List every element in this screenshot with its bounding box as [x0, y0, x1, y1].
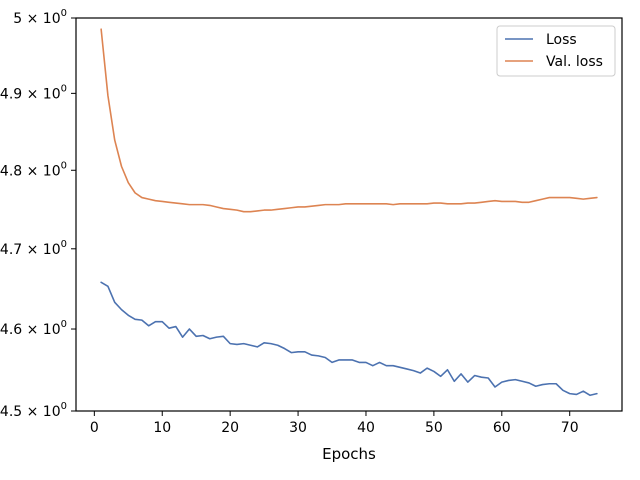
- legend-label-loss: Loss: [546, 32, 577, 48]
- y-axis-ticks: 4.5 × 100 4.6 × 100 4.7 × 100 4.8 × 100 4.9 …: [0, 8, 76, 420]
- x-tick-label: 70: [561, 420, 579, 436]
- x-tick-label: 30: [289, 420, 307, 436]
- y-tick-label: 4.5 × 100: [0, 401, 67, 420]
- legend: Loss Val. loss: [496, 25, 616, 77]
- series-line-val-loss: [100, 28, 598, 213]
- x-tick-label: 50: [425, 420, 443, 436]
- y-tick-label: 4.9 × 100: [0, 83, 67, 102]
- x-tick-label: 20: [221, 420, 239, 436]
- plot-area: [100, 28, 598, 397]
- x-tick-label: 10: [153, 420, 171, 436]
- x-axis-label: Epochs: [322, 445, 376, 463]
- axes-frame: [75, 17, 623, 412]
- y-tick-label: 4.6 × 100: [0, 319, 67, 338]
- y-tick-label: 4.7 × 100: [0, 239, 67, 258]
- x-axis-ticks: 0 10 20 30 40 50 60 70: [90, 411, 579, 436]
- series-line-loss: [100, 281, 598, 397]
- x-tick-label: 0: [90, 420, 99, 436]
- y-tick-label: 5 × 100: [13, 8, 67, 27]
- x-tick-label: 40: [357, 420, 375, 436]
- y-tick-label: 4.8 × 100: [0, 160, 67, 179]
- legend-label-val-loss: Val. loss: [546, 54, 603, 70]
- x-tick-label: 60: [493, 420, 511, 436]
